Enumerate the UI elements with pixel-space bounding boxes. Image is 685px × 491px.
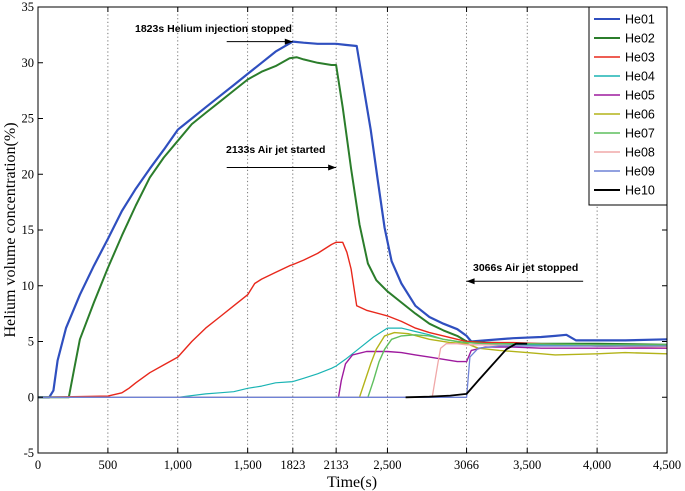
y-tick-label: 25	[22, 112, 35, 126]
x-tick-label: 1,500	[234, 458, 262, 472]
x-tick-label: 4,000	[583, 458, 611, 472]
x-tick-label: 1,000	[164, 458, 192, 472]
legend: He01 He02 He03 He04 He05 He06 He07 He08 He09 He10	[588, 6, 668, 206]
x-axis-title: Time(s)	[327, 474, 377, 491]
legend-label: He07	[625, 127, 655, 141]
legend-label: He08	[625, 146, 655, 160]
legend-label: He10	[625, 184, 655, 198]
axes: 0 500 1,000 1,500 1823 2133 2,500 3066 3,500 4,00…	[22, 0, 682, 472]
x-tick-label: 3,500	[513, 458, 541, 472]
annotation-text: 3066s Air jet stopped	[473, 262, 578, 274]
y-tick-label: 20	[22, 167, 35, 181]
legend-label: He02	[625, 32, 655, 46]
legend-label: He06	[625, 108, 655, 122]
y-tick-label: 30	[22, 56, 35, 70]
x-tick-label: 2,500	[373, 458, 401, 472]
annotations: 1823s Helium injection stopped 2133s Air …	[135, 23, 584, 285]
x-tick-label: 2133	[324, 458, 349, 472]
annotation-arrowhead	[328, 164, 337, 171]
series-line-he01	[38, 40, 668, 399]
annotation-arrowhead	[284, 38, 293, 45]
x-tick-label: 4,500	[653, 458, 681, 472]
series-line-he10	[405, 342, 528, 399]
legend-label: He03	[625, 51, 655, 65]
series-lines	[37, 40, 668, 399]
series-line-he02	[38, 56, 668, 399]
legend-label: He05	[625, 89, 655, 103]
y-tick-label: 10	[22, 279, 35, 293]
legend-label: He01	[625, 13, 655, 27]
y-tick-label: 15	[22, 223, 35, 237]
series-line-he09	[38, 345, 667, 398]
series-line-he03	[37, 241, 668, 398]
y-tick-label: 5	[28, 335, 34, 349]
x-tick-label: 500	[99, 458, 118, 472]
y-axis-title: Helium volume concentration(%)	[2, 122, 19, 337]
series-line-he06	[38, 331, 668, 398]
annotation-text: 2133s Air jet started	[226, 144, 325, 156]
plot-area	[38, 7, 667, 453]
series-line-he07	[38, 334, 667, 398]
y-tick-label: 0	[28, 390, 34, 404]
x-tick-label: 3066	[454, 458, 479, 472]
y-tick-label: 35	[22, 0, 35, 14]
legend-label: He09	[625, 165, 655, 179]
x-tick-label: 1823	[280, 458, 305, 472]
legend-box	[588, 6, 668, 206]
series-line-he05	[38, 346, 667, 398]
y-tick-label: -5	[24, 446, 34, 460]
annotation-arrowhead	[466, 278, 475, 285]
legend-label: He04	[625, 70, 655, 84]
x-tick-label: 0	[35, 458, 41, 472]
annotation-text: 1823s Helium injection stopped	[135, 23, 292, 35]
